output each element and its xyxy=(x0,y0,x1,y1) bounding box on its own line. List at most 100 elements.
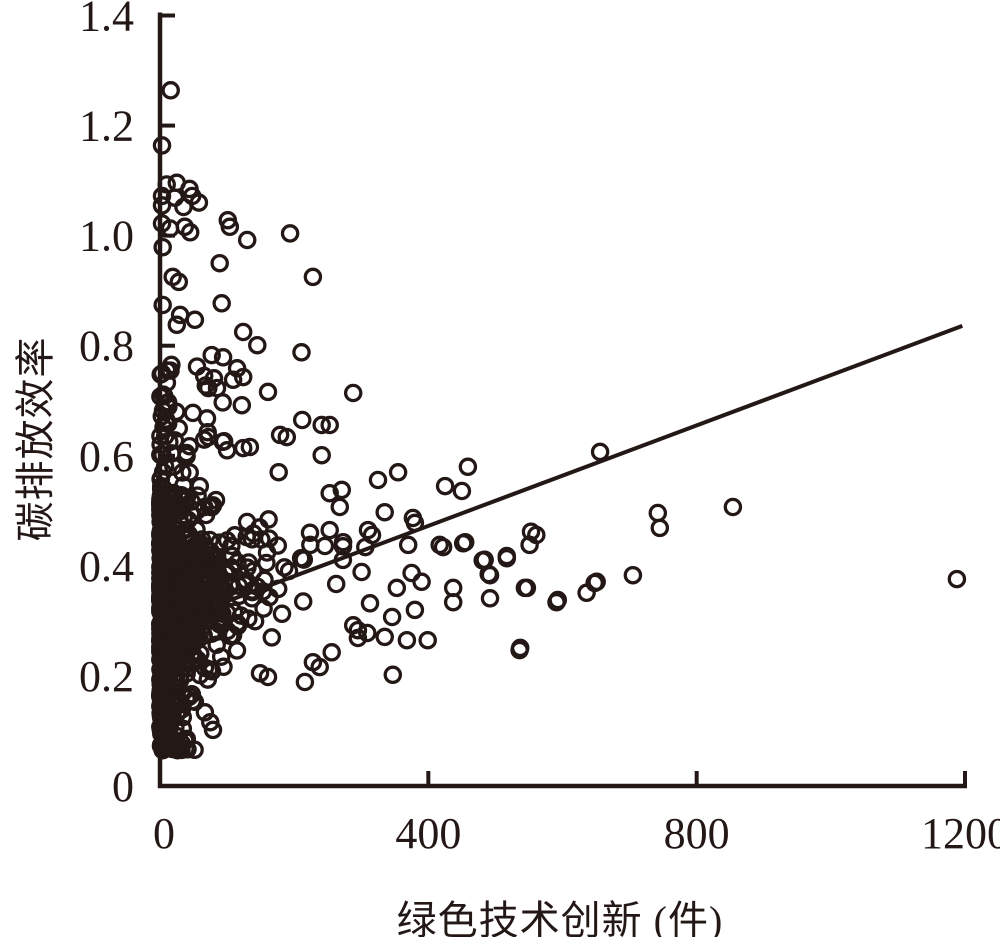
data-point xyxy=(170,305,190,325)
data-point xyxy=(161,361,180,380)
data-point xyxy=(175,731,195,750)
data-point xyxy=(315,536,335,556)
data-point xyxy=(221,557,241,577)
data-point xyxy=(510,638,530,658)
data-point xyxy=(352,562,371,582)
data-point xyxy=(177,446,196,466)
data-point xyxy=(210,567,230,586)
data-point xyxy=(220,217,240,237)
data-point xyxy=(435,476,455,496)
data-point xyxy=(343,383,363,403)
data-point xyxy=(211,647,231,666)
y-tick-label: 1.0 xyxy=(79,212,134,261)
data-point xyxy=(163,677,183,696)
data-point xyxy=(202,345,221,365)
data-point xyxy=(233,367,253,387)
data-point xyxy=(233,322,253,342)
data-point xyxy=(382,607,402,627)
data-point xyxy=(175,217,195,237)
data-point xyxy=(185,310,205,330)
data-point xyxy=(418,630,437,650)
data-point xyxy=(167,543,187,563)
data-point xyxy=(497,548,517,568)
data-point xyxy=(188,535,207,554)
trend-line xyxy=(159,324,964,629)
data-point xyxy=(343,616,363,635)
data-point xyxy=(292,343,311,362)
data-point xyxy=(172,740,191,760)
data-point xyxy=(452,481,472,501)
data-point xyxy=(475,550,494,570)
data-point xyxy=(383,665,403,685)
x-tick-label: 0 xyxy=(153,809,175,858)
data-point xyxy=(358,623,377,643)
data-point xyxy=(248,335,267,355)
data-point xyxy=(277,427,297,447)
data-point xyxy=(623,565,643,585)
data-point xyxy=(280,224,300,243)
data-point xyxy=(947,569,967,589)
data-point xyxy=(262,628,282,647)
data-point xyxy=(153,237,172,257)
data-point xyxy=(520,535,539,555)
y-axis-title: 碳排放效率 xyxy=(13,336,58,542)
data-point xyxy=(190,476,210,496)
data-point xyxy=(258,382,278,402)
data-point xyxy=(154,418,173,437)
data-point xyxy=(189,651,208,671)
data-point xyxy=(174,197,193,217)
data-point xyxy=(212,294,231,313)
data-point xyxy=(453,534,473,553)
y-tick-label: 0.6 xyxy=(79,432,134,481)
data-point xyxy=(210,253,229,273)
data-point xyxy=(310,657,329,677)
data-point xyxy=(648,503,668,523)
data-point xyxy=(312,445,331,465)
data-point xyxy=(258,667,278,687)
data-point xyxy=(303,267,323,287)
x-tick-label: 1200 xyxy=(921,809,1000,858)
data-point xyxy=(213,348,233,367)
data-point xyxy=(348,620,368,640)
data-point xyxy=(177,639,197,659)
data-point xyxy=(398,535,418,555)
data-point xyxy=(167,315,187,335)
data-point xyxy=(292,410,312,430)
data-point xyxy=(223,370,243,390)
data-point xyxy=(585,573,604,593)
x-tick-label: 800 xyxy=(664,809,730,858)
y-tick-label: 0.8 xyxy=(79,322,134,371)
data-point xyxy=(397,630,417,650)
data-point xyxy=(196,376,216,395)
data-point xyxy=(164,457,183,476)
data-point xyxy=(257,543,277,562)
data-point xyxy=(244,561,263,581)
data-point xyxy=(723,497,743,517)
data-point xyxy=(295,672,315,692)
data-point xyxy=(547,592,566,612)
data-point xyxy=(430,535,449,555)
data-point xyxy=(169,272,189,292)
y-tick-label: 1.4 xyxy=(79,0,134,41)
data-point xyxy=(517,578,537,598)
y-tick-label: 1.2 xyxy=(79,102,134,151)
data-point xyxy=(187,357,207,376)
data-point xyxy=(590,442,610,462)
data-point xyxy=(210,533,229,552)
data-point xyxy=(260,587,279,607)
data-point xyxy=(195,703,215,722)
data-point xyxy=(232,395,252,415)
data-point xyxy=(155,490,175,509)
data-point xyxy=(272,604,292,624)
data-point xyxy=(213,432,233,452)
data-point xyxy=(203,720,223,740)
data-point xyxy=(360,594,380,613)
data-point xyxy=(190,629,209,648)
data-point xyxy=(320,483,339,503)
data-point xyxy=(375,502,394,522)
data-point xyxy=(237,230,257,250)
data-point xyxy=(155,386,174,406)
data-point xyxy=(153,295,172,315)
